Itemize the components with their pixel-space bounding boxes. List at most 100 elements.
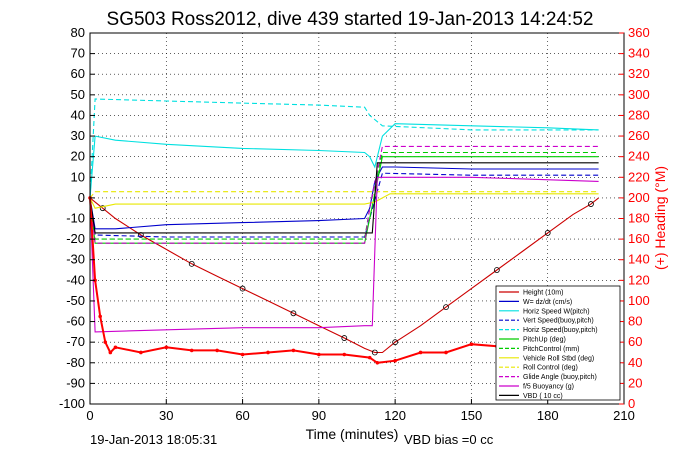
y-axis-right-ticks: 0 20 40 60 80 100 120 140 160 180 200 220 240 260 280 3… <box>619 25 650 411</box>
x-axis-ticks: 0 30 60 90 120 150 180 210 <box>86 399 635 423</box>
height-marker <box>544 230 551 236</box>
y-tick-label: -10 <box>66 211 85 226</box>
heading-point <box>103 340 108 344</box>
y-right-tick-label: 200 <box>628 190 650 205</box>
height-marker <box>392 339 399 346</box>
y-right-tick-label: 240 <box>628 149 650 164</box>
x-tick-label: 0 <box>86 408 93 423</box>
heading-point <box>418 350 423 355</box>
heading-point <box>266 350 270 355</box>
heading-point <box>108 350 113 355</box>
heading-series <box>88 196 512 365</box>
y-right-tick-label: 180 <box>628 211 650 226</box>
series-line-7 <box>89 193 599 209</box>
y-tick-label: 80 <box>71 25 85 40</box>
y-right-tick-label: 80 <box>628 314 642 329</box>
series-layer <box>89 98 599 356</box>
heading-point <box>367 355 372 360</box>
legend-label-5: PitchUp (deg) <box>523 337 566 344</box>
heading-point <box>469 342 474 347</box>
chart-title: SG503 Ross2012, dive 439 started 19-Jan-… <box>107 9 594 30</box>
y-right-tick-label: 0 <box>628 396 635 411</box>
legend-label-6: PitchControl (mm) <box>523 346 579 353</box>
y-tick-label: -30 <box>66 252 85 267</box>
legend-label-11: VBD ( 10 cc) <box>523 393 563 400</box>
footer-timestamp: 19-Jan-2013 18:05:31 <box>90 432 217 447</box>
y-tick-label: 30 <box>71 128 85 143</box>
legend-label-8: Roll Control (deg) <box>523 365 578 372</box>
series-line-3 <box>89 172 599 238</box>
heading-point <box>93 278 97 283</box>
x-axis-label: Time (minutes) <box>306 426 399 442</box>
x-tick-label: 180 <box>537 408 559 423</box>
height-marker <box>239 285 246 292</box>
y-tick-label: 40 <box>71 107 85 122</box>
heading-point <box>291 348 296 353</box>
series-line-6 <box>89 151 599 240</box>
legend-label-9: Glide Angle (buoy,pitch) <box>523 374 597 381</box>
legend-label-7: Vehicle Roll Stbd (deg) <box>523 355 594 362</box>
y-right-tick-label: 300 <box>628 87 650 102</box>
y-tick-label: 50 <box>71 87 85 102</box>
y-right-tick-label: 280 <box>628 107 650 122</box>
heading-point <box>317 352 321 357</box>
y-tick-label: -40 <box>66 272 85 287</box>
height-marker <box>290 310 297 317</box>
x-tick-label: 150 <box>461 408 483 423</box>
y-tick-label: -20 <box>66 231 85 246</box>
series-line-4 <box>89 98 599 198</box>
y-right-tick-label: 320 <box>628 66 650 81</box>
y-right-tick-label: 340 <box>628 46 650 61</box>
heading-point <box>240 352 245 357</box>
series-line-0 <box>89 197 599 354</box>
y-right-tick-label: 60 <box>628 334 642 349</box>
y-tick-label: 10 <box>71 169 85 184</box>
heading-point <box>444 350 448 355</box>
series-line-8 <box>89 191 599 199</box>
y-tick-label: -50 <box>66 293 85 308</box>
y-tick-label: -100 <box>59 396 85 411</box>
y-right-tick-label: 100 <box>628 293 650 308</box>
y-right-tick-label: 220 <box>628 169 650 184</box>
heading-point <box>164 345 169 350</box>
legend-label-3: Vert Speed(buoy,pitch) <box>523 318 594 325</box>
legend-label-1: W= dz/dt (cm/s) <box>523 299 572 306</box>
series-line-2 <box>89 123 599 198</box>
y-axis-right-label: (+) Heading (°M) <box>652 166 668 270</box>
height-marker <box>99 205 106 212</box>
y-tick-label: -80 <box>66 355 85 370</box>
y-tick-label: 20 <box>71 149 85 164</box>
y-right-tick-label: 40 <box>628 355 642 370</box>
heading-point <box>113 345 118 350</box>
legend: Height (10m) W= dz/dt (cm/s) Horiz Speed W… <box>495 285 621 401</box>
legend-label-10: f/5 Buoyancy (g) <box>523 384 574 391</box>
y-tick-label: -60 <box>66 314 85 329</box>
heading-point <box>98 314 102 319</box>
footer-vbd-bias: VBD bias =0 cc <box>404 432 494 447</box>
y-right-tick-label: 360 <box>628 25 650 40</box>
y-right-tick-label: 260 <box>628 128 650 143</box>
heading-point <box>342 352 347 357</box>
y-right-tick-label: 160 <box>628 231 650 246</box>
y-right-tick-label: 120 <box>628 272 650 287</box>
height-marker <box>371 349 378 356</box>
series-line-9 <box>89 145 599 244</box>
y-right-tick-label: 140 <box>628 252 650 267</box>
y-tick-label: 70 <box>71 46 85 61</box>
legend-box <box>495 285 621 401</box>
x-tick-label: 30 <box>159 408 173 423</box>
heading-point <box>215 348 219 353</box>
series-line-10 <box>89 176 599 333</box>
y-axis-ticks: -100-90-80-70-60-50-40-30-20-10010203040… <box>59 25 95 411</box>
height-marker <box>493 267 500 273</box>
height-marker <box>588 201 594 207</box>
heading-point <box>189 348 194 353</box>
y-tick-label: -70 <box>66 334 85 349</box>
height-marker <box>341 335 348 341</box>
heading-point <box>139 350 143 355</box>
legend-label-4: Horiz Speed(buoy,pitch) <box>523 327 598 334</box>
series-line-1 <box>89 166 599 230</box>
y-tick-label: 60 <box>71 66 85 81</box>
height-marker <box>188 260 195 267</box>
